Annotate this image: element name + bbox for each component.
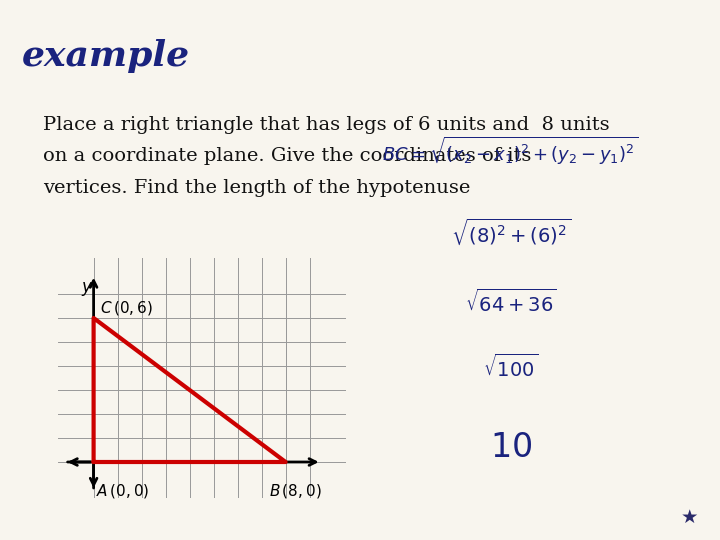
Text: vertices. Find the length of the hypotenuse: vertices. Find the length of the hypoten… [43,179,471,197]
Text: ★: ★ [681,508,698,526]
Text: $\sqrt{100}$: $\sqrt{100}$ [483,354,539,381]
Text: $BC = \sqrt{\left(x_2-x_1\right)^2+\left(y_2-y_1\right)^2}$: $BC = \sqrt{\left(x_2-x_1\right)^2+\left… [382,135,638,167]
Text: on a coordinate plane. Give the coordinates of its: on a coordinate plane. Give the coordina… [43,147,531,165]
Text: $C\,(0,6)$: $C\,(0,6)$ [99,299,153,317]
Text: $\sqrt{\left(8\right)^2+\left(6\right)^2}$: $\sqrt{\left(8\right)^2+\left(6\right)^2… [451,217,571,247]
Text: $\sqrt{64+36}$: $\sqrt{64+36}$ [465,289,557,316]
Text: $A\,(0,0)$: $A\,(0,0)$ [96,482,150,501]
Text: example: example [22,39,190,73]
Text: $y$: $y$ [81,280,94,298]
Text: $10$: $10$ [490,432,532,464]
Text: Place a right triangle that has legs of 6 units and  8 units: Place a right triangle that has legs of … [43,116,610,134]
Text: $B\,(8,0)$: $B\,(8,0)$ [269,482,322,501]
